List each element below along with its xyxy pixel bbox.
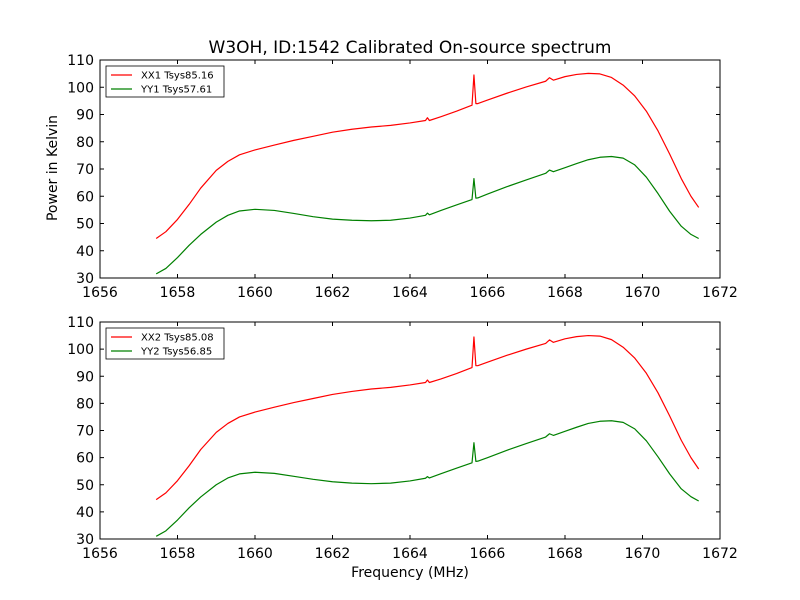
y-tick-label: 50 bbox=[76, 478, 94, 494]
y-tick-label: 60 bbox=[76, 189, 94, 205]
y-tick-label: 70 bbox=[76, 424, 94, 440]
x-tick-label: 1660 bbox=[237, 285, 273, 301]
y-tick-label: 100 bbox=[67, 342, 94, 358]
x-tick-label: 1660 bbox=[237, 546, 273, 562]
y-tick-label: 60 bbox=[76, 451, 94, 467]
y-tick-label: 30 bbox=[76, 532, 94, 548]
y-tick-label: 40 bbox=[76, 244, 94, 260]
x-tick-label: 1672 bbox=[702, 285, 738, 301]
x-tick-label: 1668 bbox=[547, 285, 583, 301]
x-tick-label: 1666 bbox=[470, 285, 506, 301]
y-tick-label: 100 bbox=[67, 80, 94, 96]
series-line-2 bbox=[155, 420, 699, 537]
x-tick-label: 1668 bbox=[547, 546, 583, 562]
y-tick-label: 50 bbox=[76, 217, 94, 233]
y-tick-label: 110 bbox=[67, 315, 94, 331]
x-tick-label: 1670 bbox=[625, 546, 661, 562]
x-tick-label: 1656 bbox=[82, 546, 118, 562]
x-tick-label: 1670 bbox=[625, 285, 661, 301]
y-tick-label: 90 bbox=[76, 108, 94, 124]
y-tick-label: 30 bbox=[76, 271, 94, 287]
legend-box bbox=[105, 327, 225, 360]
x-tick-label: 1658 bbox=[160, 285, 196, 301]
x-tick-label: 1672 bbox=[702, 546, 738, 562]
chart-title: W3OH, ID:1542 Calibrated On-source spect… bbox=[209, 38, 612, 58]
x-tick-label: 1656 bbox=[82, 285, 118, 301]
y-tick-label: 90 bbox=[76, 369, 94, 385]
y-tick-label: 80 bbox=[76, 396, 94, 412]
legend-label-2: YY2 Tsys56.85 bbox=[140, 347, 212, 358]
y-tick-label: 80 bbox=[76, 135, 94, 151]
x-tick-label: 1662 bbox=[315, 285, 351, 301]
legend-box bbox=[105, 65, 225, 98]
x-tick-label: 1666 bbox=[470, 546, 506, 562]
legend-label-1: XX1 Tsys85.16 bbox=[141, 71, 214, 82]
x-tick-label: 1664 bbox=[392, 285, 428, 301]
y-axis-title: Power in Kelvin bbox=[45, 115, 61, 221]
series-line-2 bbox=[155, 155, 699, 275]
legend-label-2: YY1 Tsys57.61 bbox=[140, 85, 212, 96]
y-tick-label: 40 bbox=[76, 505, 94, 521]
legend-label-1: XX2 Tsys85.08 bbox=[141, 333, 214, 344]
y-tick-label: 110 bbox=[67, 53, 94, 69]
series-line-1 bbox=[155, 334, 700, 501]
top-plot-panel: 1656 1658 1660 1662 1664 1666 1668 1670 1672 30 40… bbox=[67, 53, 738, 301]
x-tick-label: 1658 bbox=[160, 546, 196, 562]
bottom-plot-panel: 1656 1658 1660 1662 1664 1666 1668 1670 1672 30 40… bbox=[67, 315, 738, 562]
x-axis-title: Frequency (MHz) bbox=[351, 565, 469, 581]
y-tick-label: 70 bbox=[76, 162, 94, 178]
series-line-1 bbox=[155, 72, 700, 239]
x-tick-label: 1662 bbox=[315, 546, 351, 562]
x-tick-label: 1664 bbox=[392, 546, 428, 562]
